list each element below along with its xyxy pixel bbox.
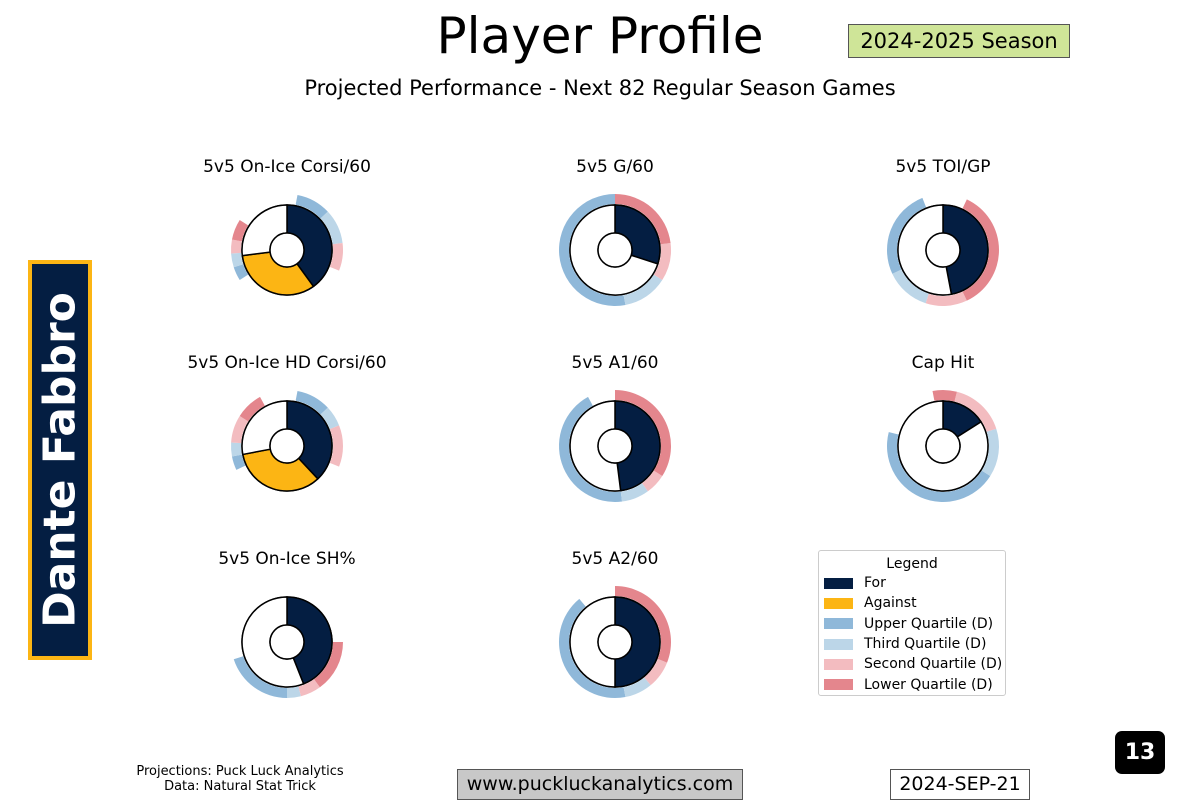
legend-item-against: Against xyxy=(819,593,1005,613)
quartile-arc-second xyxy=(653,242,672,281)
quartile-arc-upper xyxy=(231,454,246,470)
quartile-arc-lower xyxy=(615,390,671,477)
donut-chart-5v5-toi-gp: 5v5 TOI/GP xyxy=(887,157,999,306)
quartile-arc-upper xyxy=(295,390,328,415)
donut-hole xyxy=(597,624,633,660)
donut-chart-5v5-on-ice-corsi-60: 5v5 On-Ice Corsi/60 xyxy=(203,157,371,296)
donut-hole xyxy=(925,428,961,464)
donut-hole xyxy=(269,428,305,464)
legend-item-for: For xyxy=(819,573,1005,593)
quartile-arc-third xyxy=(623,274,663,306)
legend-label: Third Quartile (D) xyxy=(864,636,987,653)
quartile-arc-third xyxy=(981,428,999,477)
page-subtitle: Projected Performance - Next 82 Regular … xyxy=(304,76,896,100)
quartile-arc-second xyxy=(298,679,320,697)
donut-hole xyxy=(925,232,961,268)
legend-label: Upper Quartile (D) xyxy=(864,615,994,632)
chart-title: 5v5 On-Ice Corsi/60 xyxy=(203,157,371,177)
quartile-arc-upper xyxy=(559,396,623,503)
legend-swatch xyxy=(824,679,853,691)
legend-swatch xyxy=(824,618,853,630)
quartile-arc-upper xyxy=(887,197,927,274)
website-link[interactable]: www.puckluckanalytics.com xyxy=(457,769,743,800)
quartile-arc-second xyxy=(642,470,663,492)
season-badge: 2024-2025 Season xyxy=(848,24,1070,58)
legend-label: Against xyxy=(864,595,917,612)
quartile-arc-third xyxy=(320,407,340,430)
quartile-arc-upper xyxy=(233,264,249,281)
chart-title: 5v5 A2/60 xyxy=(572,549,659,569)
quartile-arc-lower xyxy=(962,199,999,301)
quartile-arc-third xyxy=(320,211,343,245)
quartile-arc-upper xyxy=(886,432,991,503)
quartile-arc-second xyxy=(954,391,997,432)
donut-chart-5v5-on-ice-sh: 5v5 On-Ice SH% xyxy=(218,549,356,698)
chart-title: 5v5 G/60 xyxy=(576,157,654,177)
chart-title: 5v5 TOI/GP xyxy=(895,157,990,177)
quartile-arc-lower xyxy=(239,396,265,422)
legend-label: Second Quartile (D) xyxy=(864,656,1003,673)
date-stamp: 2024-SEP-21 xyxy=(890,769,1030,800)
chart-title: Cap Hit xyxy=(912,353,975,373)
quartile-arc-lower xyxy=(932,389,957,402)
credits-projections: Projections: Puck Luck Analytics xyxy=(136,764,344,779)
quartile-arc-upper xyxy=(558,598,626,699)
quartile-arc-second xyxy=(329,425,344,467)
legend-swatch xyxy=(824,577,853,589)
page-title: Player Profile xyxy=(436,7,764,65)
quartile-arc-third xyxy=(231,252,244,268)
quartile-arc-upper xyxy=(233,656,287,698)
legend-item-upper-quartile: Upper Quartile (D) xyxy=(819,614,1005,634)
legend-item-lower-quartile: Lower Quartile (D) xyxy=(819,674,1005,694)
quartile-arc-second xyxy=(925,291,967,306)
chart-title: 5v5 On-Ice SH% xyxy=(218,549,355,569)
player-name-banner: Dante Fabbro xyxy=(28,260,92,660)
donut-chart-5v5-a2-60: 5v5 A2/60 xyxy=(558,549,672,699)
quartile-arc-second xyxy=(230,239,242,254)
donut-hole xyxy=(597,428,633,464)
legend-swatch xyxy=(824,658,853,670)
legend-item-second-quartile: Second Quartile (D) xyxy=(819,654,1005,674)
quartile-arc-lower xyxy=(314,642,343,688)
legend-label: For xyxy=(864,575,886,592)
credits-data-source: Data: Natural Stat Trick xyxy=(164,779,316,794)
legend-swatch xyxy=(824,597,853,609)
quartile-arc-third xyxy=(230,442,242,457)
page-number-badge: 13 xyxy=(1115,731,1165,774)
quartile-arc-second xyxy=(329,242,344,271)
quartile-arc-third xyxy=(287,686,301,698)
legend-swatch xyxy=(824,638,853,650)
legend: Legend For Against Upper Quartile (D) Th… xyxy=(818,550,1006,696)
quartile-arc-second xyxy=(231,415,249,444)
quartile-arc-third xyxy=(623,677,651,698)
donut-chart-5v5-g-60: 5v5 G/60 xyxy=(559,157,672,306)
quartile-arc-lower xyxy=(231,219,249,242)
legend-title: Legend xyxy=(886,556,938,572)
quartile-arc-third xyxy=(620,483,648,502)
donut-hole xyxy=(269,232,305,268)
chart-title: 5v5 On-Ice HD Corsi/60 xyxy=(187,353,386,373)
quartile-arc-upper xyxy=(295,194,328,219)
quartile-arc-third xyxy=(892,269,929,304)
chart-title: 5v5 A1/60 xyxy=(572,353,659,373)
donut-chart-5v5-on-ice-hd-corsi-60: 5v5 On-Ice HD Corsi/60 xyxy=(187,353,387,492)
donut-chart-cap-hit: Cap Hit xyxy=(886,353,999,503)
legend-item-third-quartile: Third Quartile (D) xyxy=(819,634,1005,654)
legend-label: Lower Quartile (D) xyxy=(864,676,993,693)
quartile-arc-second xyxy=(644,658,668,686)
quartile-arc-upper xyxy=(559,194,626,306)
donut-hole xyxy=(269,624,305,660)
donut-chart-5v5-a1-60: 5v5 A1/60 xyxy=(559,353,671,503)
quartile-arc-lower xyxy=(615,586,672,663)
quartile-arc-lower xyxy=(615,193,671,245)
donut-hole xyxy=(597,232,633,268)
credits: Projections: Puck Luck Analytics Data: N… xyxy=(110,764,370,794)
